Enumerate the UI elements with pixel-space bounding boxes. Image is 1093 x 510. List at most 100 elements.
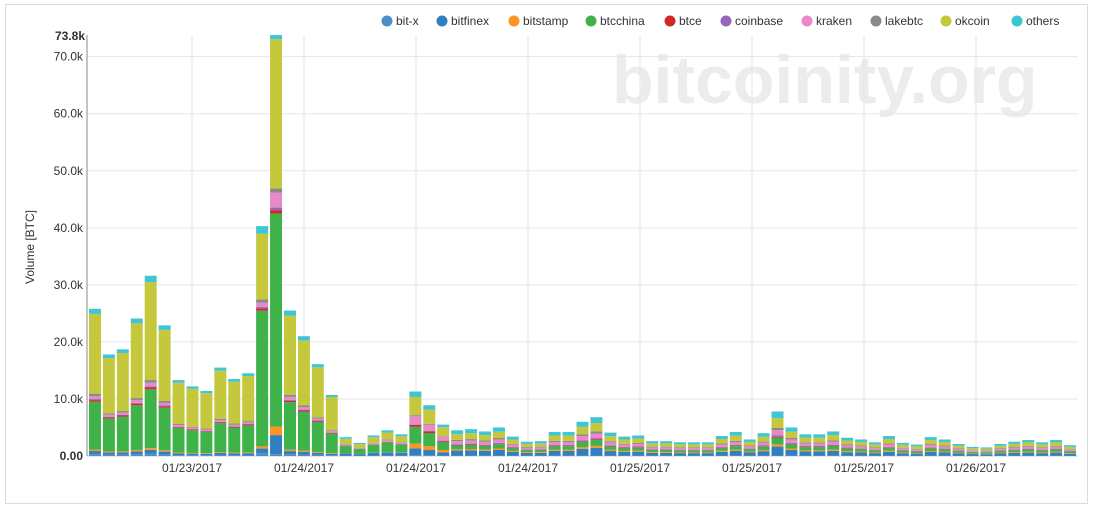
bar-segment-kraken <box>353 447 366 449</box>
bar-segment-bit-x <box>158 454 171 456</box>
legend-item-okcoin[interactable]: okcoin <box>940 14 990 28</box>
bar-segment-coinbase <box>799 446 812 447</box>
bar-segment-okcoin <box>423 409 436 424</box>
bar-segment-kraken <box>980 451 993 453</box>
bar-segment-bitstamp <box>562 449 575 451</box>
y-tick-label: 20.0k <box>54 335 84 349</box>
bar-segment-others <box>520 441 533 444</box>
bar-segment-okcoin <box>841 440 854 445</box>
bar-segment-bitfinex <box>938 452 951 456</box>
bar-segment-bitfinex <box>172 453 185 456</box>
legend-item-kraken[interactable]: kraken <box>801 14 853 28</box>
x-tick-label: 01/25/2017 <box>834 461 894 475</box>
bar-segment-bitfinex <box>270 435 283 455</box>
bar-segment-others <box>395 434 408 437</box>
bar-segment-bit-x <box>102 454 115 456</box>
bar-segment-others <box>451 430 464 435</box>
bar-segment-others <box>423 405 436 410</box>
bar-segment-lakebtc <box>1022 445 1035 447</box>
bar-segment-bitstamp <box>896 452 909 454</box>
bar-segment-bit-x <box>270 454 283 456</box>
legend-item-others[interactable]: others <box>1011 14 1060 28</box>
bar-segment-coinbase <box>465 443 478 445</box>
bar-segment-bitstamp <box>242 452 255 454</box>
bar-segment-lakebtc <box>186 426 199 428</box>
bar-segment-btcchina <box>1064 451 1077 454</box>
bar-segment-kraken <box>771 430 784 436</box>
legend-item-coinbase[interactable]: coinbase <box>720 14 784 28</box>
bar-segment-lakebtc <box>896 447 909 449</box>
bar-segment-btcchina <box>409 426 422 444</box>
legend: bit-x bitfinex bitstamp btcchina btce coinbas… <box>381 14 1060 28</box>
bar-segment-okcoin <box>855 441 868 446</box>
bar-segment-others <box>116 349 129 354</box>
bar-segment-bit-x <box>172 455 185 456</box>
bar-segment-bitstamp <box>882 450 895 452</box>
bar-segment-btcchina <box>882 447 895 451</box>
bar-segment-kraken <box>743 446 756 449</box>
bar-segment-btcchina <box>506 448 519 451</box>
bar-segment-others <box>785 427 798 432</box>
bar-segment-okcoin <box>200 393 213 429</box>
bar-segment-lakebtc <box>562 440 575 443</box>
bar-segment-kraken <box>757 442 770 446</box>
bar-segment-bitfinex <box>116 452 129 455</box>
bar-segment-btcchina <box>715 447 728 451</box>
bar-segment-bitstamp <box>492 448 505 450</box>
bar-segment-coinbase <box>938 448 951 449</box>
bar-segment-lakebtc <box>813 442 826 444</box>
bar-segment-lakebtc <box>841 444 854 446</box>
bar-segment-others <box>353 442 366 445</box>
bar-segment-others <box>757 433 770 437</box>
bar-segment-okcoin <box>88 313 101 394</box>
bar-segment-okcoin <box>451 434 464 440</box>
bar-segment-bitfinex <box>423 450 436 456</box>
bar-segment-btcchina <box>729 446 742 450</box>
bar-segment-bit-x <box>325 455 338 456</box>
bar-segment-kraken <box>186 427 199 430</box>
legend-item-bit-x[interactable]: bit-x <box>381 14 419 28</box>
legend-item-lakebtc[interactable]: lakebtc <box>870 14 924 28</box>
bar-segment-btcchina <box>367 444 380 453</box>
bar-segment-okcoin <box>548 435 561 441</box>
bar-segment-btcchina <box>994 451 1007 453</box>
bar-segment-okcoin <box>1036 444 1049 448</box>
bar-segment-others <box>1022 440 1035 443</box>
legend-item-btcchina[interactable]: btcchina <box>585 14 646 28</box>
bar-segment-bitfinex <box>924 452 937 456</box>
y-tick-label: 60.0k <box>54 107 84 121</box>
bar-segment-bitstamp <box>771 444 784 447</box>
bar-segment-others <box>841 437 854 441</box>
bar-segment-bitfinex <box>325 453 338 456</box>
bar-segment-btcchina <box>562 446 575 450</box>
bar-segment-others <box>172 380 185 383</box>
bar-segment-coinbase <box>590 438 603 440</box>
bar-segment-bitfinex <box>409 448 422 456</box>
bar-segment-others <box>144 275 157 282</box>
bar-segment-bitstamp <box>687 452 700 454</box>
bar-segment-others <box>701 442 714 445</box>
bar-segment-btce <box>200 431 213 432</box>
bar-segment-okcoin <box>158 329 171 401</box>
bar-segment-btcchina <box>980 452 993 454</box>
bar-segment-bitfinex <box>437 452 450 456</box>
bar-segment-coinbase <box>228 426 241 427</box>
bar-segment-btce <box>242 424 255 426</box>
legend-item-bitstamp[interactable]: bitstamp <box>508 14 569 28</box>
bar-segment-others <box>325 394 338 398</box>
bar-segment-bitfinex <box>869 453 882 456</box>
bar-segment-okcoin <box>409 396 422 416</box>
bar-segment-bitstamp <box>1036 452 1049 454</box>
x-tick-label: 01/25/2017 <box>610 461 670 475</box>
bar-segment-bitstamp <box>172 452 185 454</box>
legend-item-btce[interactable]: btce <box>664 14 703 28</box>
bar-segment-okcoin <box>1008 443 1021 447</box>
bar-segment-others <box>729 432 742 436</box>
bar-segment-coinbase <box>214 421 227 423</box>
bar-segment-lakebtc <box>325 430 338 432</box>
bar-segment-bitstamp <box>757 450 770 452</box>
bar-segment-bitfinex <box>757 451 770 456</box>
bar-segment-kraken <box>520 447 533 450</box>
bar-segment-kraken <box>311 418 324 421</box>
legend-item-bitfinex[interactable]: bitfinex <box>436 14 490 28</box>
